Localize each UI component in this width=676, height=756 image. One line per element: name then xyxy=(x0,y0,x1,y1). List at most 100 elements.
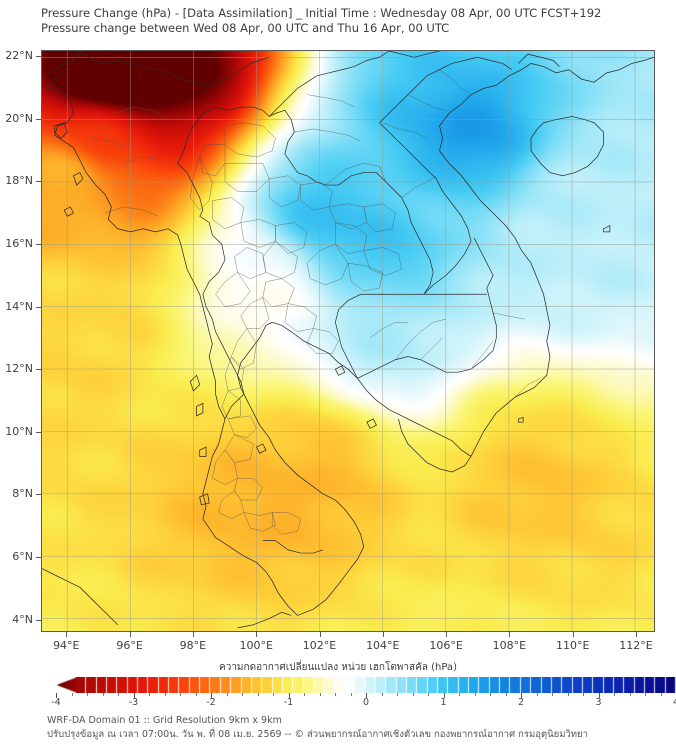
colorbar-tick xyxy=(660,693,662,696)
colorbar-tick xyxy=(614,693,615,696)
x-axis-tick xyxy=(66,632,68,637)
colorbar-gradient-strip xyxy=(76,677,676,693)
x-axis-tick xyxy=(446,632,448,637)
x-axis-tick xyxy=(192,632,194,637)
colorbar-tick xyxy=(598,693,600,698)
y-axis-label: 8°N xyxy=(12,487,33,501)
colorbar-tick xyxy=(474,693,476,696)
x-axis-label: 94°E xyxy=(53,639,80,652)
colorbar-tick-label: 2 xyxy=(517,697,525,708)
colorbar-tick xyxy=(536,693,538,696)
footer-credit: ปรับปรุงข้อมูล ณ เวลา 07:00น. วัน พ. ที่… xyxy=(47,729,588,740)
y-axis-tick xyxy=(36,306,41,308)
colorbar-tick xyxy=(505,693,507,696)
x-axis-label: 108°E xyxy=(492,639,527,652)
y-axis-tick xyxy=(36,431,41,433)
x-axis-label: 110°E xyxy=(555,639,590,652)
colorbar-tick xyxy=(412,693,414,696)
x-axis-label: 112°E xyxy=(619,639,653,652)
x-axis-tick xyxy=(129,632,131,637)
colorbar-tick-label: -2 xyxy=(206,697,216,708)
pressure-change-field xyxy=(42,51,654,631)
colorbar-tick xyxy=(164,693,166,696)
colorbar-tick xyxy=(56,693,57,698)
colorbar-tick xyxy=(102,693,104,696)
map-plot-area xyxy=(41,50,655,632)
colorbar-tick xyxy=(443,693,445,698)
x-axis-tick xyxy=(636,632,637,637)
colorbar-tick-label: 3 xyxy=(595,697,602,708)
y-axis-label: 16°N xyxy=(5,237,33,250)
y-axis-label: 22°N xyxy=(5,49,33,63)
colorbar-tick-label: -4 xyxy=(51,697,61,708)
colorbar-tick xyxy=(242,693,243,696)
colorbar-tick xyxy=(490,693,491,696)
y-axis-label: 14°N xyxy=(5,299,33,313)
colorbar-tick xyxy=(567,693,569,696)
colorbar-tick xyxy=(304,693,305,696)
colorbar-tick xyxy=(397,693,398,696)
footer-block: WRF-DA Domain 01 :: Grid Resolution 9km … xyxy=(47,714,667,742)
y-axis-tick xyxy=(36,619,41,621)
colorbar-tick xyxy=(195,693,197,696)
map-overlay xyxy=(42,51,654,631)
colorbar-tick xyxy=(629,693,631,696)
x-axis-tick xyxy=(256,632,258,637)
colorbar-tick xyxy=(366,693,367,698)
x-axis-tick xyxy=(572,632,574,637)
y-axis-tick xyxy=(36,556,41,558)
x-axis-tick xyxy=(319,632,321,637)
colorbar-tick-label: -3 xyxy=(128,697,139,708)
colorbar-left-arrow-cap xyxy=(56,677,77,693)
x-axis-tick xyxy=(509,632,511,637)
colorbar-tick-label: 0 xyxy=(362,697,370,708)
y-axis-label: 10°N xyxy=(5,424,33,438)
colorbar-tick xyxy=(118,693,119,696)
colorbar: ความกดอากาศเปลี่ยนแปลง หน่วย เฮกโตพาสคัล… xyxy=(0,660,676,708)
x-axis-label: 100°E xyxy=(239,639,273,652)
colorbar-tick xyxy=(583,693,584,696)
colorbar-tick xyxy=(180,693,181,696)
colorbar-tick xyxy=(87,693,88,696)
y-axis-tick xyxy=(36,244,41,245)
colorbar-tick xyxy=(552,693,553,696)
colorbar-tick xyxy=(335,693,336,696)
colorbar-tick xyxy=(149,693,150,696)
y-axis-tick xyxy=(36,369,41,371)
colorbar-tick xyxy=(350,693,352,696)
colorbar-tick xyxy=(288,693,290,698)
colorbar-title: ความกดอากาศเปลี่ยนแปลง หน่วย เฮกโตพาสคัล… xyxy=(219,662,457,673)
title-block: Pressure Change (hPa) - [Data Assimilati… xyxy=(41,6,661,36)
colorbar-tick xyxy=(257,693,259,696)
colorbar-tick xyxy=(273,693,274,696)
x-axis-label: 102°E xyxy=(302,639,337,652)
y-axis-label: 4°N xyxy=(12,612,33,626)
footer-domain-info: WRF-DA Domain 01 :: Grid Resolution 9km … xyxy=(47,715,282,726)
y-axis-label: 12°N xyxy=(5,362,33,376)
chart-subtitle: Pressure change between Wed 08 Apr, 00 U… xyxy=(41,21,450,35)
colorbar-tick xyxy=(428,693,429,696)
gridlines xyxy=(42,51,654,631)
colorbar-tick xyxy=(211,693,212,698)
province-borders xyxy=(92,69,541,535)
colorbar-tick xyxy=(71,693,73,696)
colorbar-tick xyxy=(133,693,135,698)
x-axis-tick xyxy=(382,632,384,637)
colorbar-tick-label: -1 xyxy=(283,697,294,708)
y-axis-label: 6°N xyxy=(12,549,33,563)
colorbar-tick xyxy=(381,693,383,696)
y-axis-label: 18°N xyxy=(5,174,33,188)
y-axis-tick xyxy=(36,118,41,120)
y-axis-tick xyxy=(36,56,41,58)
colorbar-tick xyxy=(226,693,228,696)
x-axis-label: 96°E xyxy=(116,639,143,652)
colorbar-tick-label: 4 xyxy=(673,697,676,708)
y-axis-tick xyxy=(36,181,41,183)
colorbar-tick-label: 1 xyxy=(440,697,447,708)
chart-title: Pressure Change (hPa) - [Data Assimilati… xyxy=(41,6,602,20)
colorbar-tick xyxy=(319,693,321,696)
colorbar-tick xyxy=(521,693,522,698)
x-axis-label: 98°E xyxy=(179,639,207,652)
coastlines xyxy=(42,51,654,629)
x-axis-label: 106°E xyxy=(429,639,463,652)
